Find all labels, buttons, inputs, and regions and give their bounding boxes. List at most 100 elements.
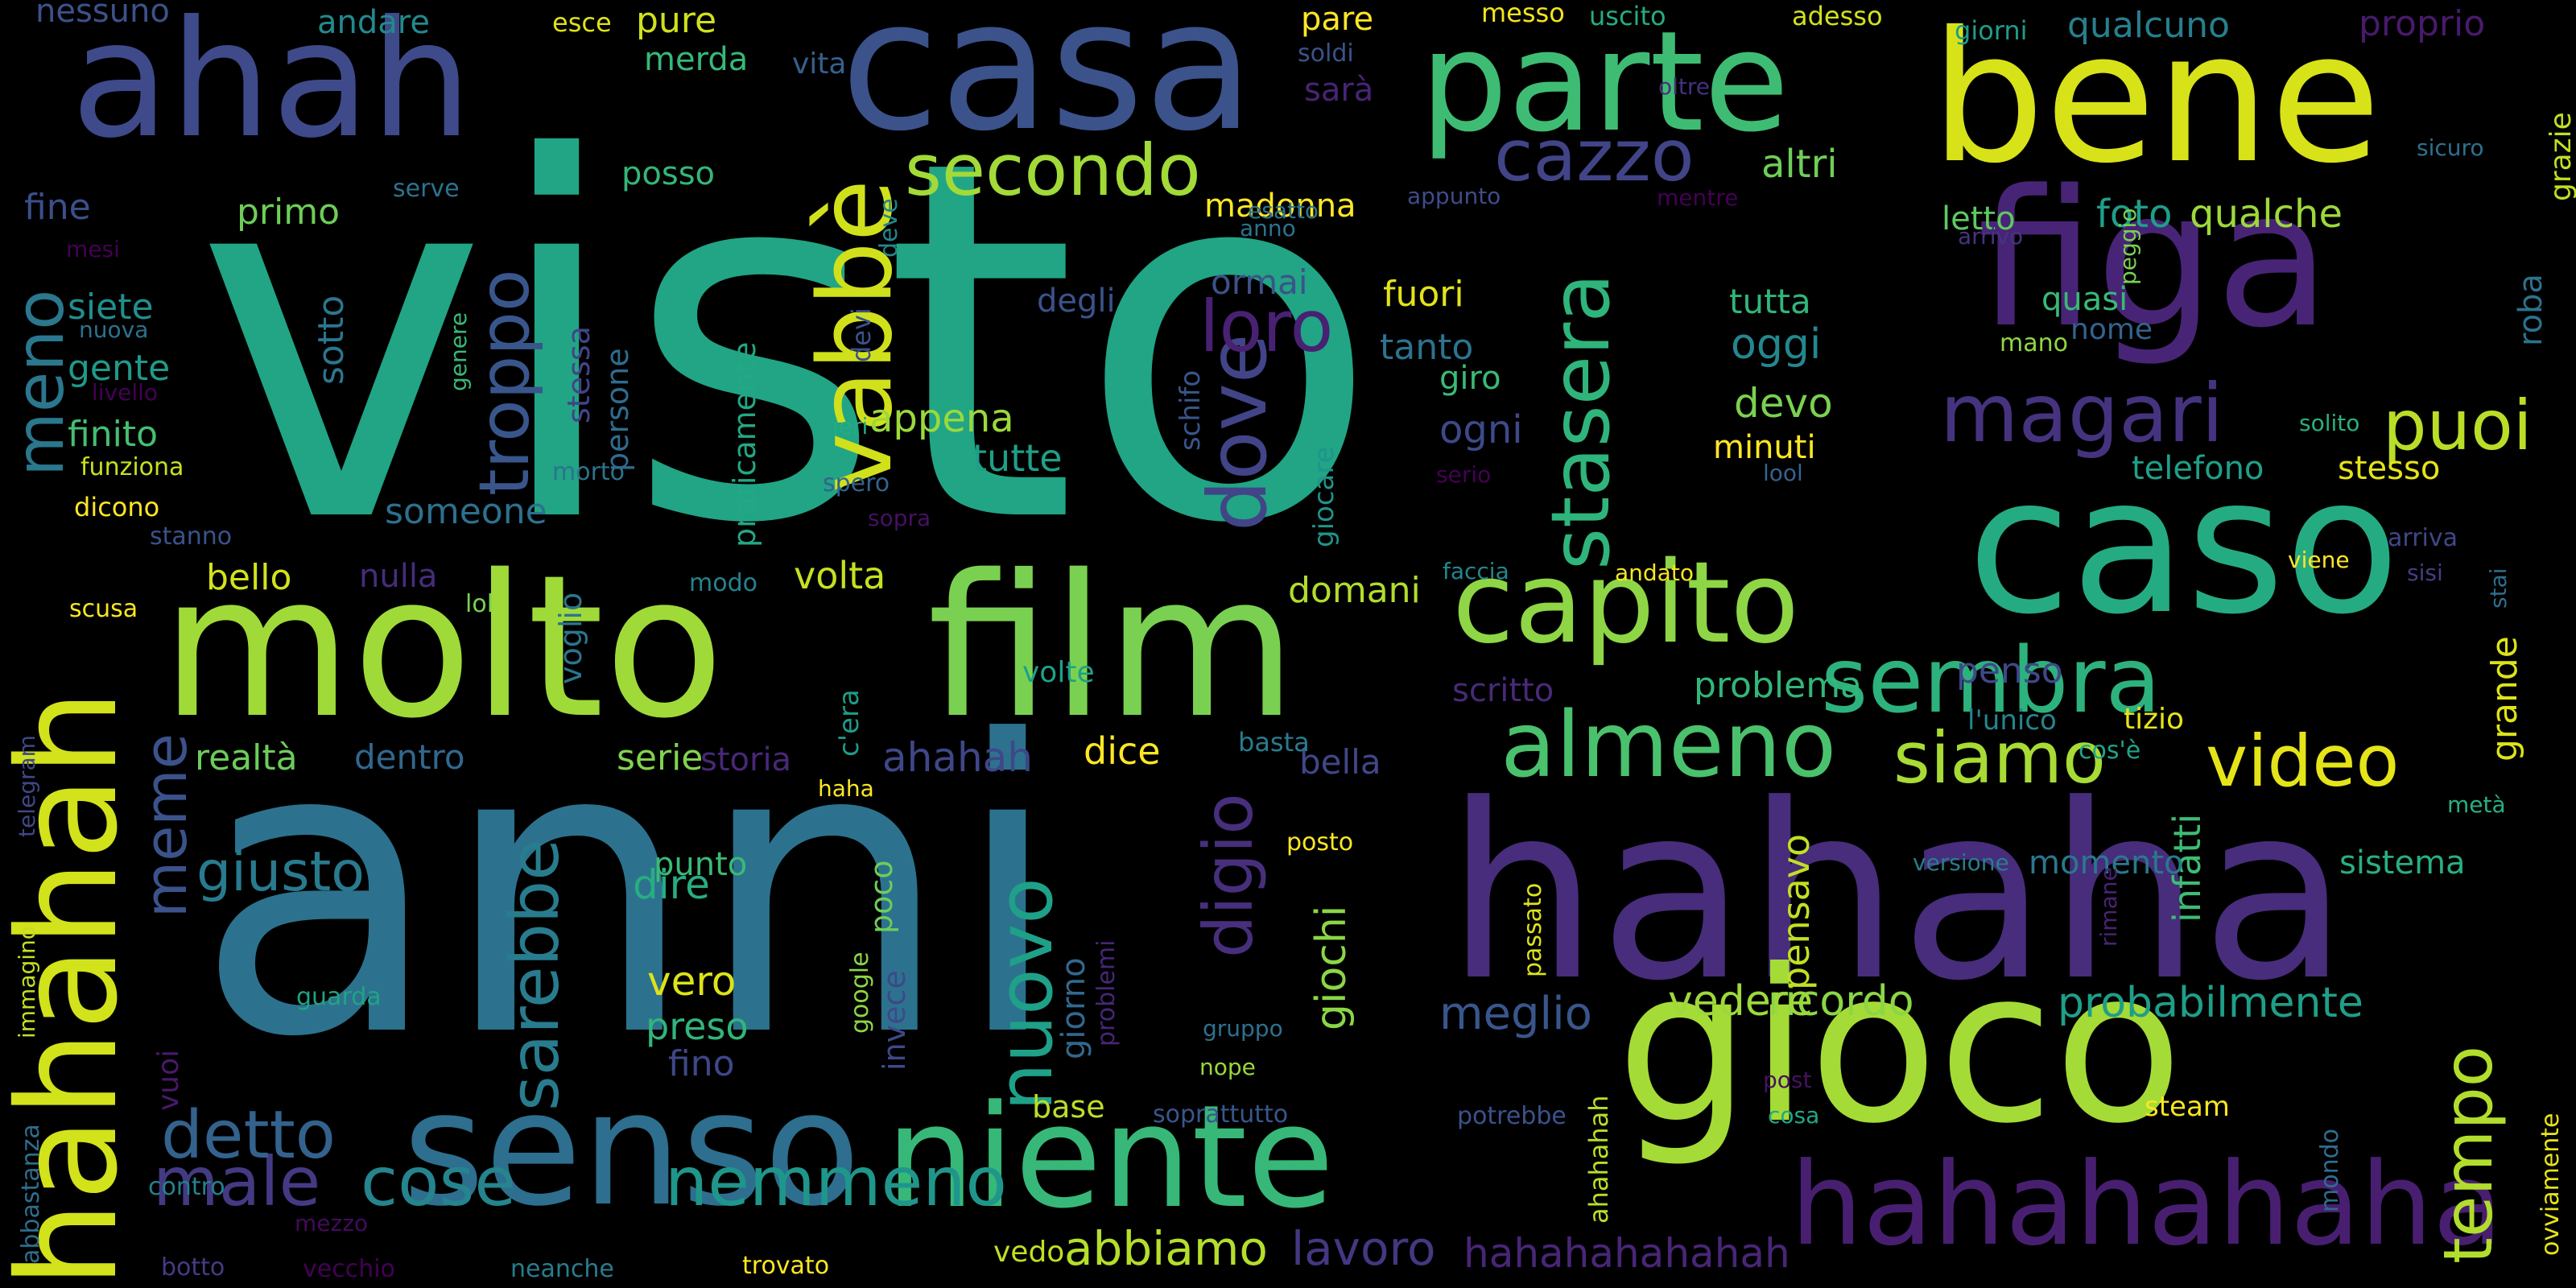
word: proprio xyxy=(2359,3,2486,44)
word: male xyxy=(153,1142,321,1221)
word: penso xyxy=(1956,650,2063,691)
word: capito xyxy=(1452,538,1800,669)
word: rimane xyxy=(2095,867,2122,947)
word: merda xyxy=(644,41,749,78)
word: soldi xyxy=(1298,39,1354,68)
word: lavoro xyxy=(1291,1221,1436,1276)
word: momento xyxy=(2029,844,2184,881)
word: immagino xyxy=(14,926,40,1038)
word: domani xyxy=(1288,570,1421,611)
word: meno xyxy=(2,289,79,477)
word: poco xyxy=(864,860,899,934)
word: probabilmente xyxy=(2058,979,2363,1027)
word: madonna xyxy=(1204,188,1356,225)
word: funziona xyxy=(80,453,184,481)
word: fuori xyxy=(1383,274,1464,315)
word: loro xyxy=(1199,285,1334,368)
word: puoi xyxy=(2383,386,2533,466)
word: nome xyxy=(2070,313,2153,346)
word: nuovo xyxy=(982,877,1070,1111)
word: base xyxy=(1032,1089,1105,1125)
word: dentro xyxy=(354,737,465,777)
word: posto xyxy=(1286,828,1354,857)
word: hahaha xyxy=(1446,753,2349,1034)
word: scusa xyxy=(69,595,138,623)
word: telegram xyxy=(14,735,40,837)
word: solito xyxy=(2299,410,2360,436)
word: gioco xyxy=(1616,924,2183,1170)
word: arriva xyxy=(2388,524,2458,552)
word: c'era xyxy=(833,689,865,757)
word: basta xyxy=(1238,727,1310,758)
word: tutte xyxy=(972,436,1063,480)
word: tempo xyxy=(2429,1045,2508,1264)
word: faccia xyxy=(1443,558,1509,584)
word: nemmeno xyxy=(665,1142,1007,1221)
word: mesi xyxy=(66,236,120,262)
word: giochi xyxy=(1307,905,1356,1030)
word: quasi xyxy=(2041,281,2128,318)
word: niente xyxy=(886,1075,1335,1240)
word: serio xyxy=(1436,461,1492,488)
word: figa xyxy=(1977,151,2331,369)
word: serie xyxy=(617,737,704,778)
word: sistema xyxy=(2339,844,2466,881)
word: secondo xyxy=(905,129,1201,212)
word: vuoi xyxy=(152,1049,185,1111)
word: volte xyxy=(1022,656,1095,689)
word: volta xyxy=(794,554,886,597)
word: genere xyxy=(445,312,472,391)
word: problemi xyxy=(1092,939,1121,1046)
word: almeno xyxy=(1501,693,1837,798)
word: andato xyxy=(1615,559,1694,586)
word: cosa xyxy=(1768,1102,1820,1129)
word: someone xyxy=(385,491,547,532)
word: sicuro xyxy=(2417,134,2484,161)
word: dice xyxy=(1084,729,1161,773)
word: sopra xyxy=(868,505,931,531)
word: viene xyxy=(2288,547,2350,573)
word: senso xyxy=(402,1058,861,1241)
word: visto xyxy=(195,56,1381,632)
word: persone xyxy=(600,348,635,472)
word: haha xyxy=(818,775,874,802)
word: tanto xyxy=(1380,327,1474,368)
word: bella xyxy=(1299,742,1381,782)
word: storia xyxy=(700,741,792,778)
word: digio xyxy=(1189,793,1268,958)
word: sembra xyxy=(1821,629,2161,733)
word: realtà xyxy=(195,737,298,778)
word: passato xyxy=(1519,882,1547,977)
word: bello xyxy=(206,557,292,598)
word: telefono xyxy=(2132,450,2264,487)
word: appena xyxy=(869,396,1014,441)
word: sarebbe xyxy=(495,839,574,1111)
word: trovato xyxy=(742,1252,830,1280)
word: cazzo xyxy=(1494,114,1695,197)
word: versione xyxy=(1913,849,2009,876)
word: tizio xyxy=(2124,703,2185,736)
word: fine xyxy=(24,187,91,228)
word: fino xyxy=(668,1043,735,1084)
word: voglio xyxy=(553,592,588,684)
word: neanche xyxy=(510,1255,614,1283)
word: botto xyxy=(161,1253,225,1282)
word: qualche xyxy=(2190,192,2343,237)
word: altri xyxy=(1761,142,1838,187)
word: nulla xyxy=(359,558,438,595)
word: stessa xyxy=(561,326,597,423)
word: nuova xyxy=(79,316,149,343)
word: spero xyxy=(823,469,890,497)
word: punto xyxy=(654,846,748,883)
word: siamo xyxy=(1893,716,2106,799)
word: ormai xyxy=(1211,262,1308,302)
word: morto xyxy=(552,458,625,486)
word: ricordo xyxy=(1768,977,1914,1026)
word: detto xyxy=(161,1097,336,1174)
word: pure xyxy=(636,0,717,41)
word: stesso xyxy=(2338,450,2441,487)
word: nope xyxy=(1199,1054,1256,1080)
word: vero xyxy=(647,958,737,1005)
word: guarda xyxy=(296,983,382,1011)
